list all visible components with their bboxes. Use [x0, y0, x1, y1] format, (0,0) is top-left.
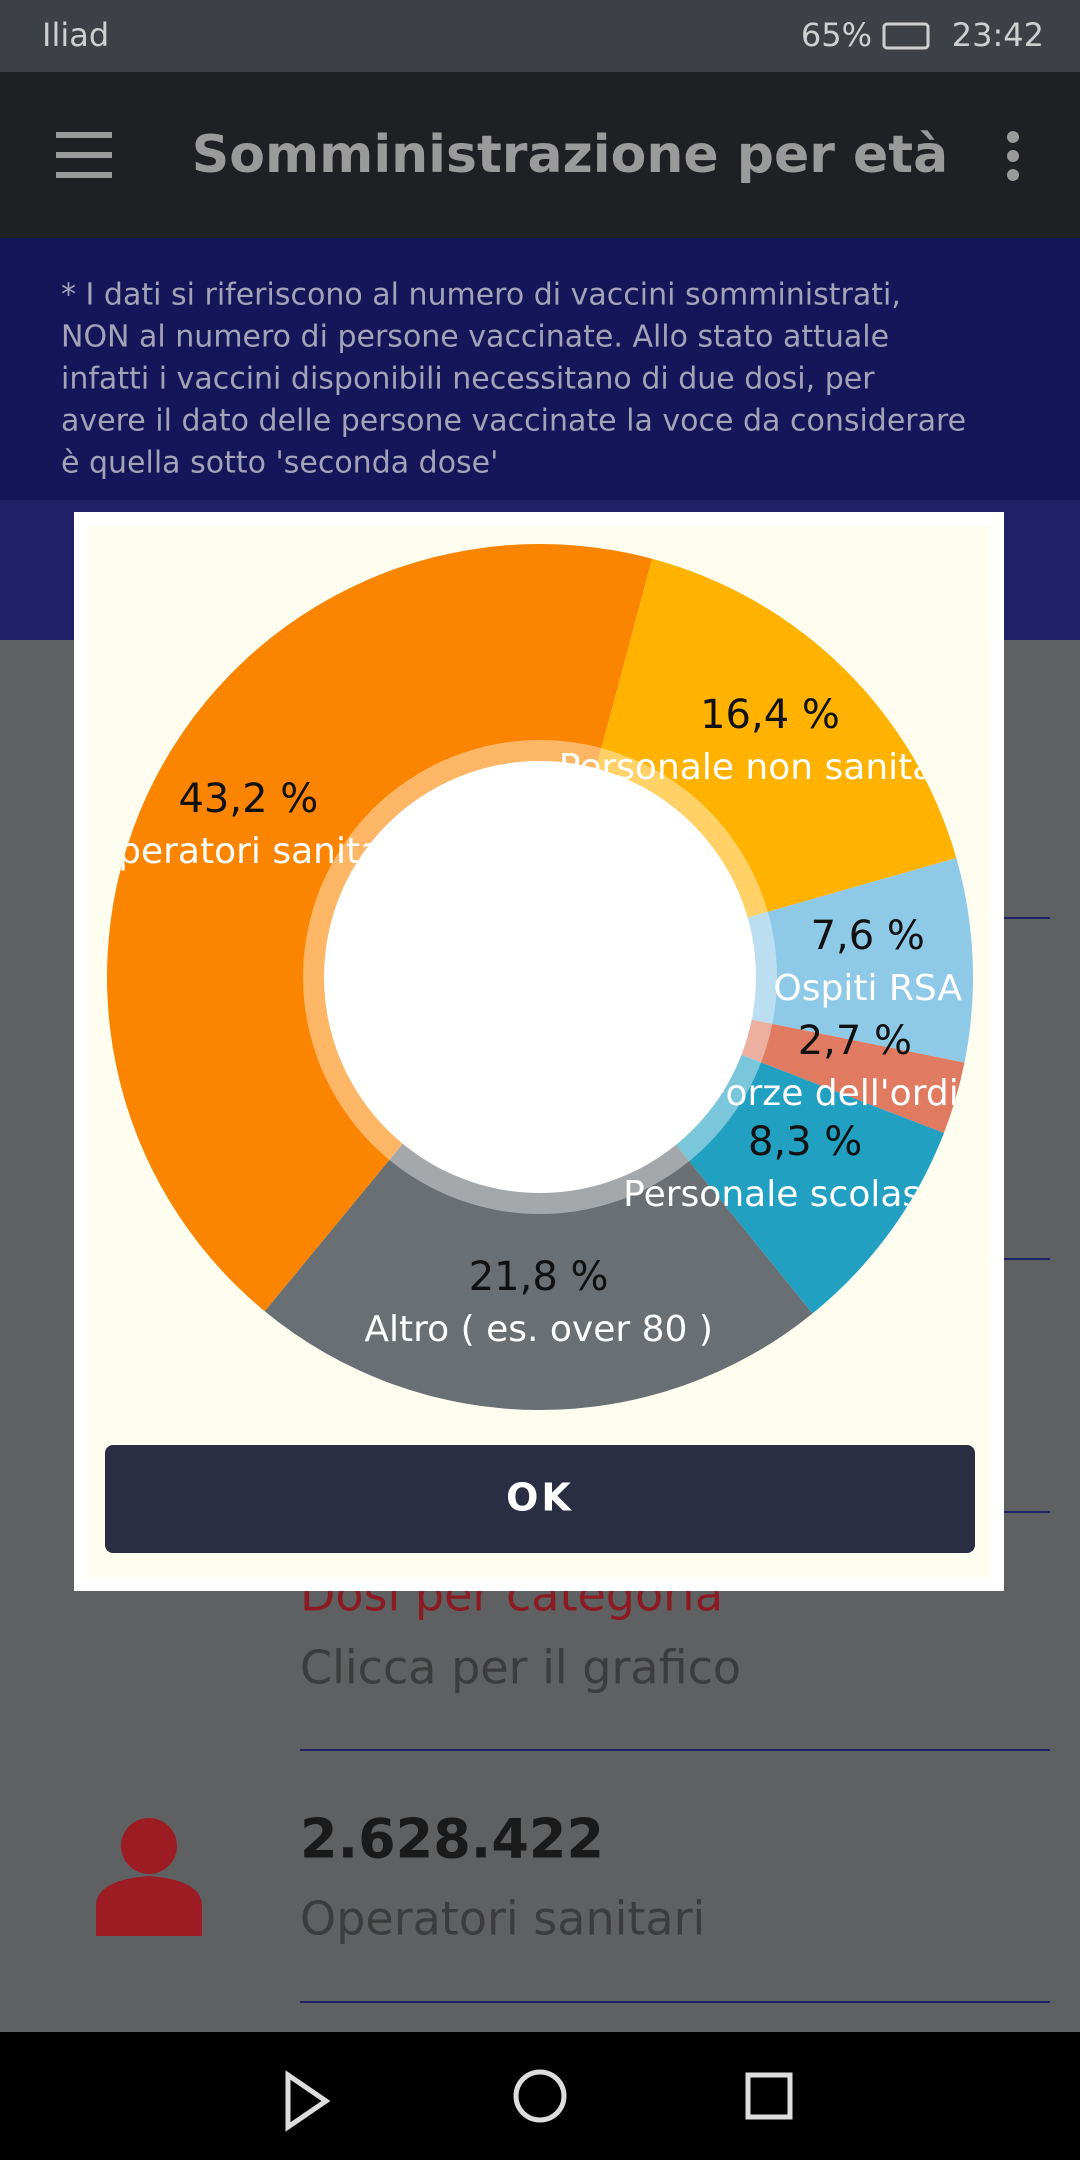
donut-chart: 16,4 % Personale non sanitario 7,6 % Ospiti…: [90, 543, 1004, 1410]
value-label: 16,4 %: [700, 692, 840, 738]
nav-back[interactable]: [285, 2070, 331, 2132]
app-title: Somministrazione per età: [192, 125, 948, 185]
notice: * I dati si riferiscono al numero di vac…: [61, 278, 966, 481]
notice-line: è quella sotto 'seconda dose': [61, 446, 498, 481]
value-label: 8,3 %: [748, 1119, 862, 1165]
donut-segment: [540, 857, 973, 1063]
donut-segment: [264, 977, 813, 1410]
ok-label: OK: [506, 1476, 574, 1520]
list-subtitle: Clicca per il grafico: [300, 1641, 741, 1695]
list-title: 2.628.422: [300, 1808, 604, 1871]
value-label: 7,6 %: [811, 913, 925, 959]
app-bar: [0, 72, 1080, 238]
donut-labels: 16,4 % Personale non sanitario 7,6 % Ospiti…: [90, 692, 1004, 1350]
value-label: 21,8 %: [469, 1254, 609, 1300]
carrier: Iliad: [42, 16, 109, 54]
nav-recents[interactable]: [745, 2072, 793, 2120]
nav-bar: [0, 2032, 1080, 2160]
doctor-icon: [96, 1818, 202, 1936]
donut-hole: [324, 761, 756, 1193]
value-label: 43,2 %: [178, 776, 318, 822]
notice-line: avere il dato delle persone vaccinate la…: [61, 404, 966, 439]
category-label: Personale non sanitario: [559, 747, 981, 788]
ok-button[interactable]: [105, 1445, 975, 1553]
value-label: 2,7 %: [798, 1018, 912, 1064]
clock: 23:42: [952, 16, 1044, 54]
menu-icon[interactable]: [56, 132, 112, 178]
status-bar: [0, 0, 1080, 72]
nav-home[interactable]: [513, 2069, 567, 2123]
battery: 65%: [801, 16, 872, 54]
overflow-menu[interactable]: [1007, 131, 1019, 181]
notice-band: [0, 238, 1080, 500]
notice-line: * I dati si riferiscono al numero di vac…: [61, 278, 901, 313]
list-subtitle: Operatori sanitari: [300, 1892, 705, 1946]
notice-line: infatti i vaccini disponibili necessitan…: [61, 362, 875, 397]
category-label: Operatori sanitari: [90, 831, 407, 872]
battery-icon: [882, 22, 930, 50]
category-label: Ospiti RSA: [773, 968, 962, 1009]
notice-line: NON al numero di persone vaccinate. Allo…: [61, 320, 889, 355]
category-label: Altro ( es. over 80 ): [364, 1309, 713, 1350]
category-label: Forze dell'ordine: [706, 1073, 1004, 1114]
